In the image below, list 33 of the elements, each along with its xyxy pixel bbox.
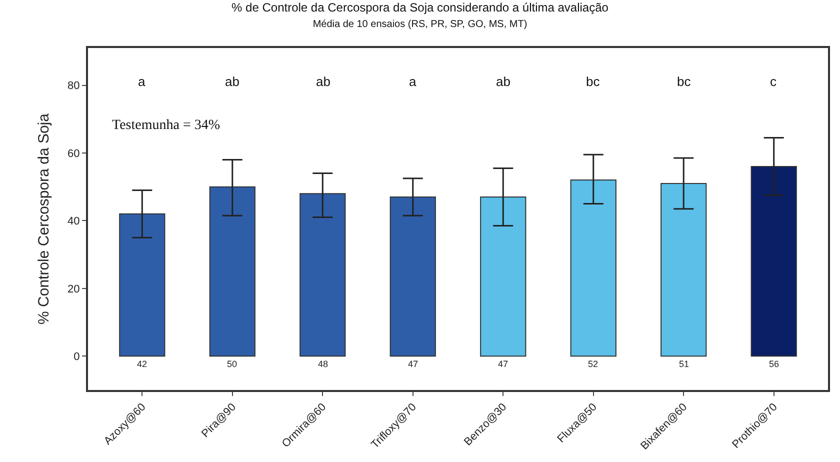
- annotation: Testemunha = 34%: [112, 118, 220, 133]
- annotation: bc: [586, 74, 600, 89]
- annotation: a: [409, 74, 417, 89]
- annotation: ab: [316, 74, 330, 89]
- y-tick-label: 0: [74, 350, 80, 363]
- data-label: 56: [769, 359, 780, 369]
- bar: [660, 182, 707, 357]
- chart-subtitle: Média de 10 ensaios (RS, PR, SP, GO, MS, MT): [312, 19, 528, 30]
- data-label: 48: [318, 359, 328, 369]
- bar: [480, 196, 526, 357]
- bar: [300, 193, 346, 357]
- y-axis-title: % Controle Cercospora da Soja: [35, 112, 52, 324]
- data-label: 47: [408, 359, 418, 369]
- bar: [209, 186, 256, 357]
- bar: [119, 213, 166, 357]
- annotation: bc: [677, 74, 692, 89]
- y-tick-label: 60: [68, 148, 80, 160]
- annotation: ab: [225, 74, 240, 89]
- bar: [750, 166, 797, 357]
- data-label: 51: [679, 359, 690, 369]
- chart-title: % de Controle da Cercospora da Soja considerando a última avaliação: [232, 0, 609, 15]
- data-label: 52: [588, 359, 598, 369]
- annotation: c: [770, 74, 777, 89]
- data-label: 50: [227, 359, 238, 369]
- y-tick-label: 20: [68, 283, 80, 296]
- y-tick-label: 80: [68, 80, 80, 92]
- bar: [390, 196, 436, 357]
- annotation: a: [138, 74, 146, 89]
- data-label: 47: [498, 359, 508, 369]
- data-label: 42: [137, 359, 148, 369]
- annotation: ab: [496, 74, 510, 89]
- y-tick-label: 40: [68, 216, 80, 228]
- bar: [570, 180, 616, 357]
